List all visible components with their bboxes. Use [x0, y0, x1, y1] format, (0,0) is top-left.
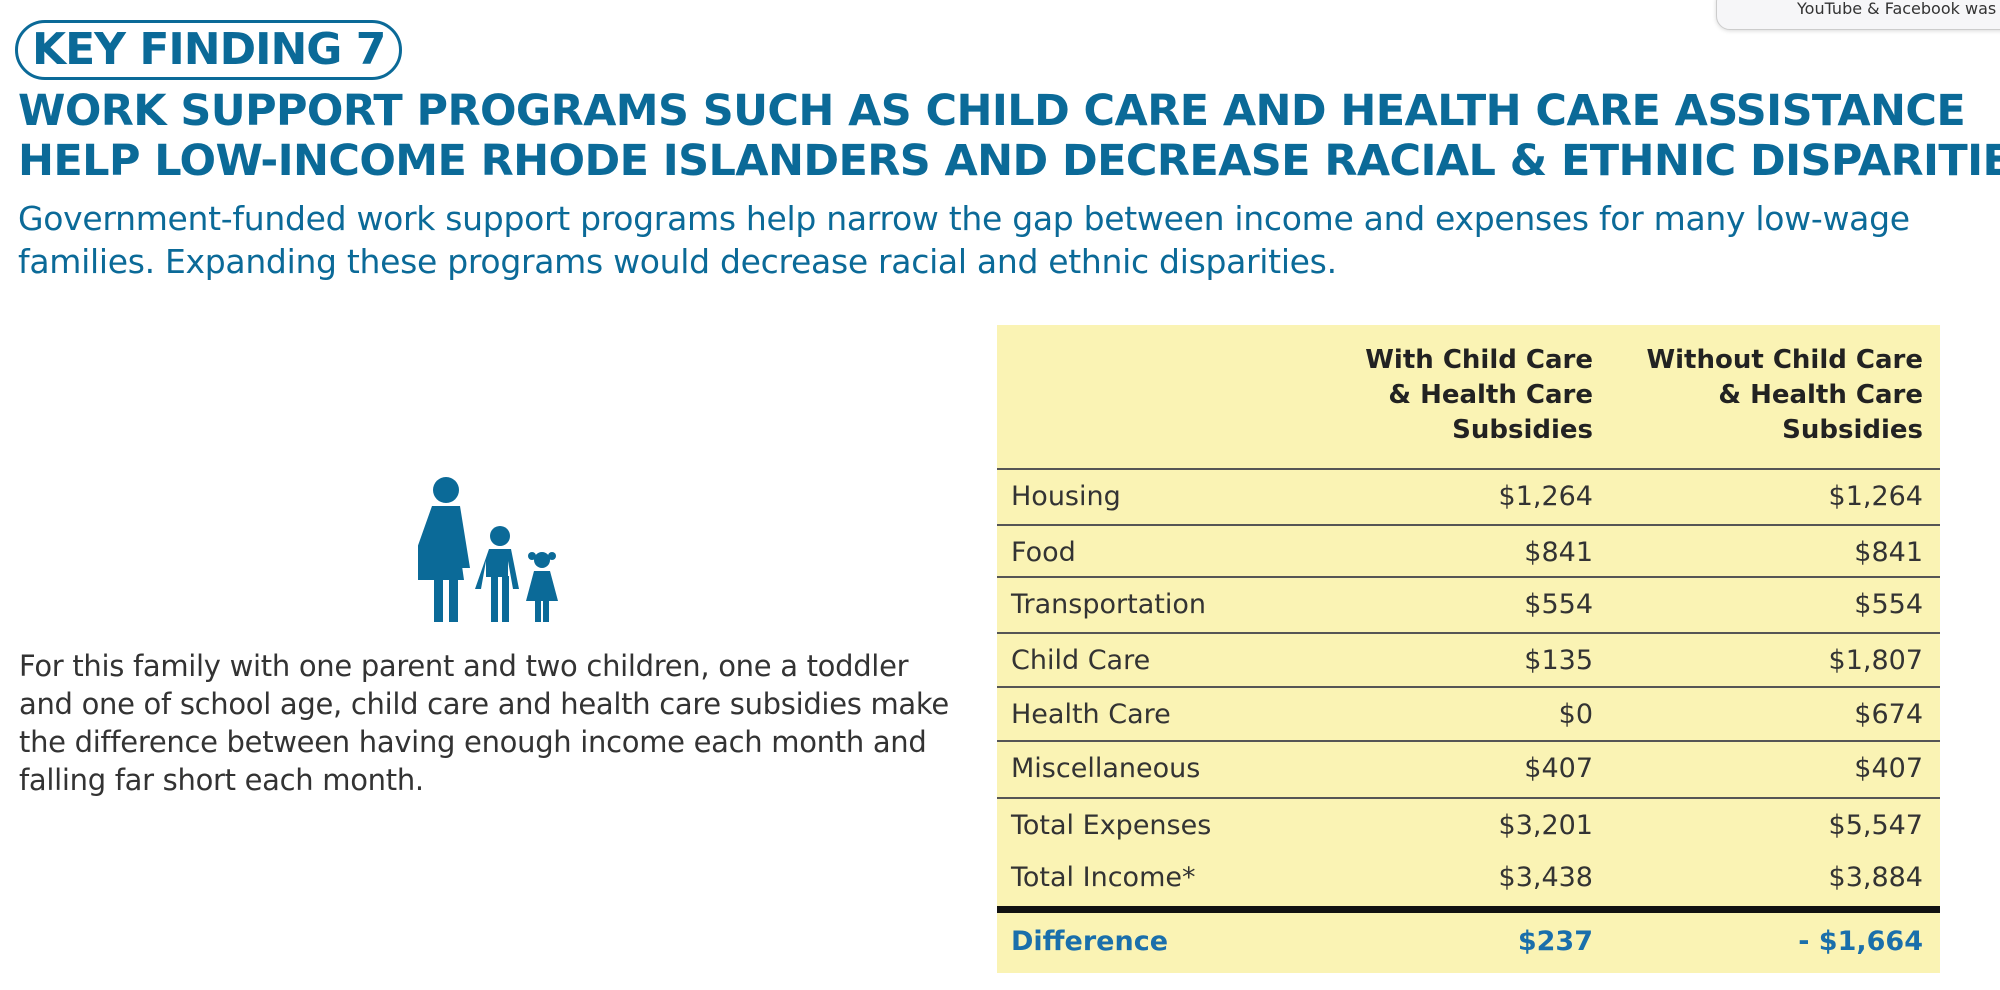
column-header-line: With Child Care	[1365, 345, 1593, 375]
cell-value: $407	[1524, 753, 1593, 784]
table-row: Total Expenses $3,201 $5,547	[997, 797, 1940, 853]
column-header-line: Without Child Care	[1646, 345, 1923, 375]
popup-text: YouTube & Facebook was s	[1797, 0, 2000, 18]
column-header: Without Child Care & Health Care Subsidies	[1646, 343, 1923, 448]
cell-value: $554	[1524, 589, 1593, 620]
cell-value: $841	[1854, 537, 1923, 568]
paragraph-line: the difference between having enough inc…	[19, 725, 927, 759]
subtitle-line: Government-funded work support programs …	[18, 199, 1910, 238]
table-row: Transportation $554 $554	[997, 576, 1940, 632]
cell-value: $841	[1524, 537, 1593, 568]
notification-popup[interactable]: YouTube & Facebook was s	[1716, 0, 2000, 30]
difference-row: Difference $237 - $1,664	[997, 906, 1940, 977]
column-header-line: & Health Care	[1718, 380, 1923, 410]
badge: KEY FINDING 7	[15, 20, 403, 80]
cell-value: $135	[1524, 645, 1593, 676]
row-label: Difference	[1011, 926, 1169, 957]
cell-value: $0	[1558, 699, 1593, 730]
column-header: With Child Care & Health Care Subsidies	[1365, 343, 1593, 448]
budget-table: With Child Care & Health Care Subsidies Wit…	[997, 325, 1940, 973]
subtitle-line: families. Expanding these programs would…	[18, 242, 1337, 281]
paragraph-line: falling far short each month.	[19, 763, 424, 797]
table-row: Total Income* $3,438 $3,884	[997, 851, 1940, 905]
table-row: Housing $1,264 $1,264	[997, 468, 1940, 524]
table-row: Health Care $0 $674	[997, 686, 1940, 742]
row-label: Health Care	[1011, 699, 1171, 730]
cell-value: $407	[1854, 753, 1923, 784]
cell-value: $3,438	[1498, 862, 1593, 893]
cell-value: $1,807	[1828, 645, 1923, 676]
family-icon	[418, 477, 558, 622]
table-row: Food $841 $841	[997, 524, 1940, 580]
row-label: Transportation	[1011, 589, 1206, 620]
column-header-line: & Health Care	[1388, 380, 1593, 410]
cell-value: $237	[1517, 926, 1593, 957]
title-line: HELP LOW-INCOME RHODE ISLANDERS AND DECR…	[18, 136, 2000, 186]
cell-value: - $1,664	[1798, 926, 1923, 957]
title-line: WORK SUPPORT PROGRAMS SUCH AS CHILD CARE…	[18, 86, 1966, 136]
cell-value: $1,264	[1828, 481, 1923, 512]
row-label: Housing	[1011, 481, 1121, 512]
cell-value: $3,884	[1828, 862, 1923, 893]
paragraph-line: and one of school age, child care and he…	[19, 687, 949, 721]
table-row: Miscellaneous $407 $407	[997, 740, 1940, 796]
column-header-line: Subsidies	[1782, 415, 1923, 445]
row-label: Total Expenses	[1011, 810, 1212, 841]
cell-value: $1,264	[1498, 481, 1593, 512]
row-label: Total Income*	[1011, 862, 1196, 893]
cell-value: $5,547	[1828, 810, 1923, 841]
cell-value: $3,201	[1498, 810, 1593, 841]
row-label: Food	[1011, 537, 1076, 568]
row-label: Child Care	[1011, 645, 1151, 676]
table-row: Child Care $135 $1,807	[997, 632, 1940, 688]
paragraph-line: For this family with one parent and two …	[19, 649, 909, 683]
column-header-line: Subsidies	[1452, 415, 1593, 445]
row-label: Miscellaneous	[1011, 753, 1201, 784]
cell-value: $554	[1854, 589, 1923, 620]
cell-value: $674	[1854, 699, 1923, 730]
